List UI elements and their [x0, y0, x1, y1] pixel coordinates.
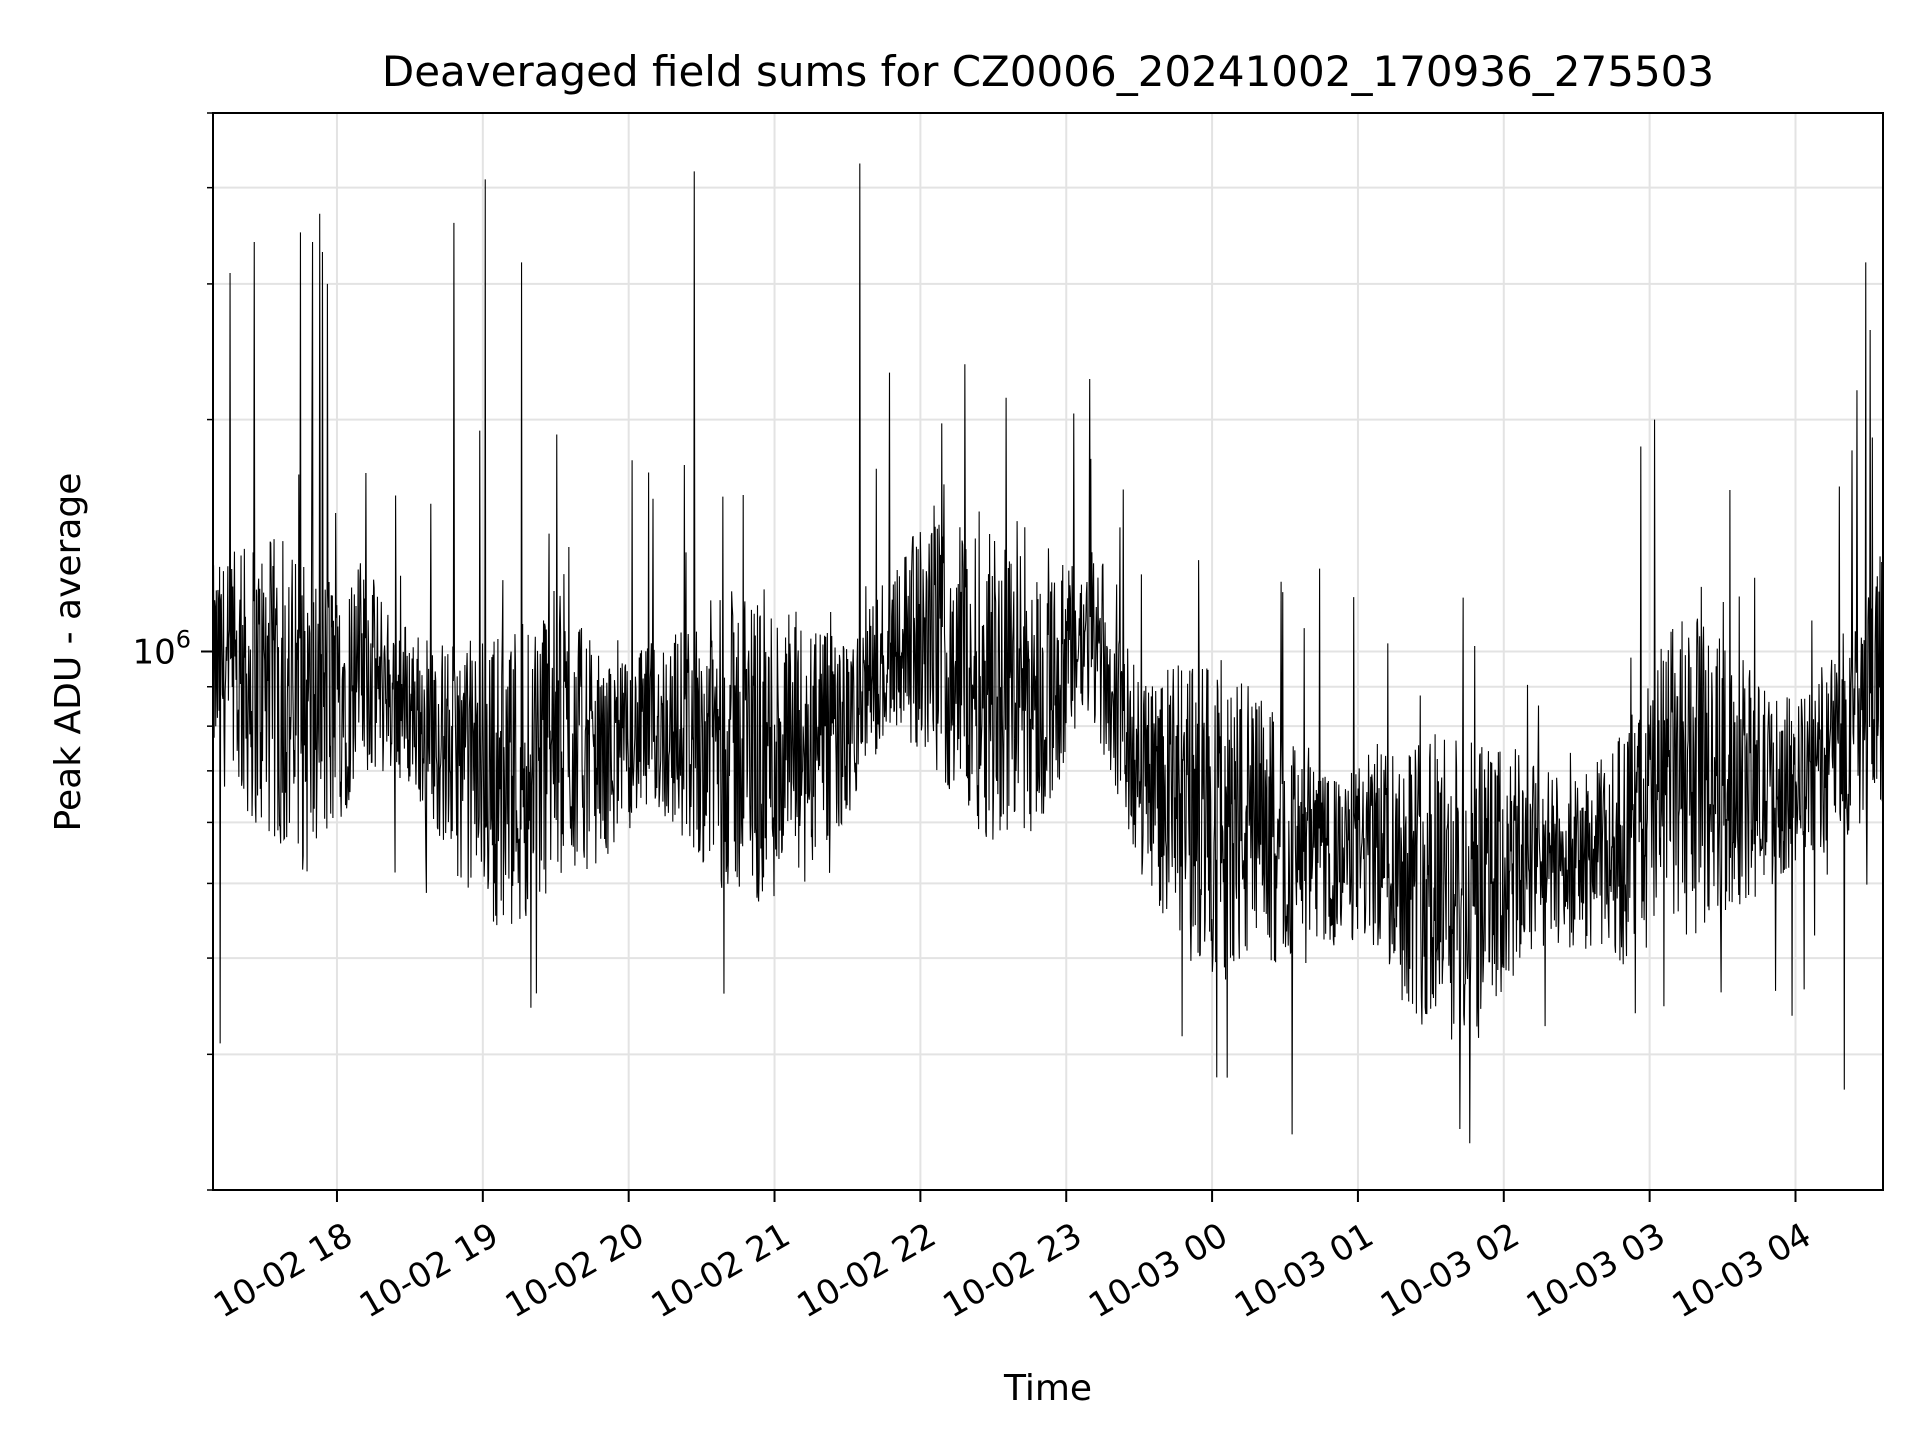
y-tick-label: 106 [132, 626, 191, 673]
y-axis-label: Peak ADU - average [48, 473, 89, 832]
grid [213, 112, 1883, 1191]
plot-area [213, 163, 1883, 1144]
y-axis: 106 [132, 112, 213, 1191]
series-line [213, 163, 1883, 1144]
chart-title: Deaveraged field sums for CZ0006_2024100… [382, 47, 1714, 96]
x-axis-label: Time [1003, 1368, 1092, 1409]
